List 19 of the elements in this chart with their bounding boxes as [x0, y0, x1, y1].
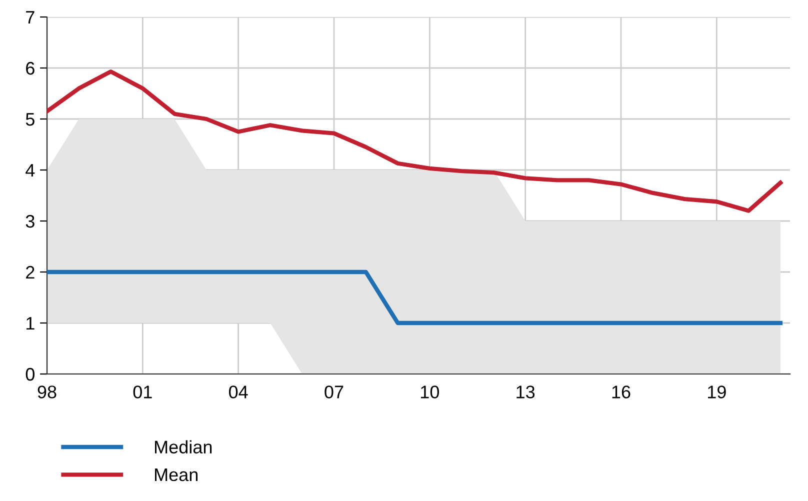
legend-label: Mean [155, 468, 198, 482]
x-tick-label: 19 [708, 386, 726, 398]
line-series [47, 69, 783, 213]
y-tick-label: 6 [26, 62, 34, 75]
y-tick-label: 4 [26, 164, 35, 177]
x-tick-label: 07 [324, 386, 344, 398]
x-tick-label: 01 [133, 386, 152, 398]
x-tick-label: 16 [612, 386, 630, 398]
legend-label: Median [155, 440, 212, 454]
y-tick-label: 2 [26, 266, 34, 279]
y-tick-label: 3 [26, 214, 34, 228]
x-tick-label: 10 [420, 386, 439, 398]
y-tick-label: 0 [26, 368, 34, 381]
y-tick-label: 7 [26, 11, 34, 24]
x-tick-label: 04 [228, 386, 248, 398]
y-tick-label: 1 [26, 317, 34, 330]
x-tick-label: 13 [516, 386, 535, 398]
y-tick-label: 5 [26, 113, 34, 126]
x-tick-label: 98 [38, 386, 56, 398]
